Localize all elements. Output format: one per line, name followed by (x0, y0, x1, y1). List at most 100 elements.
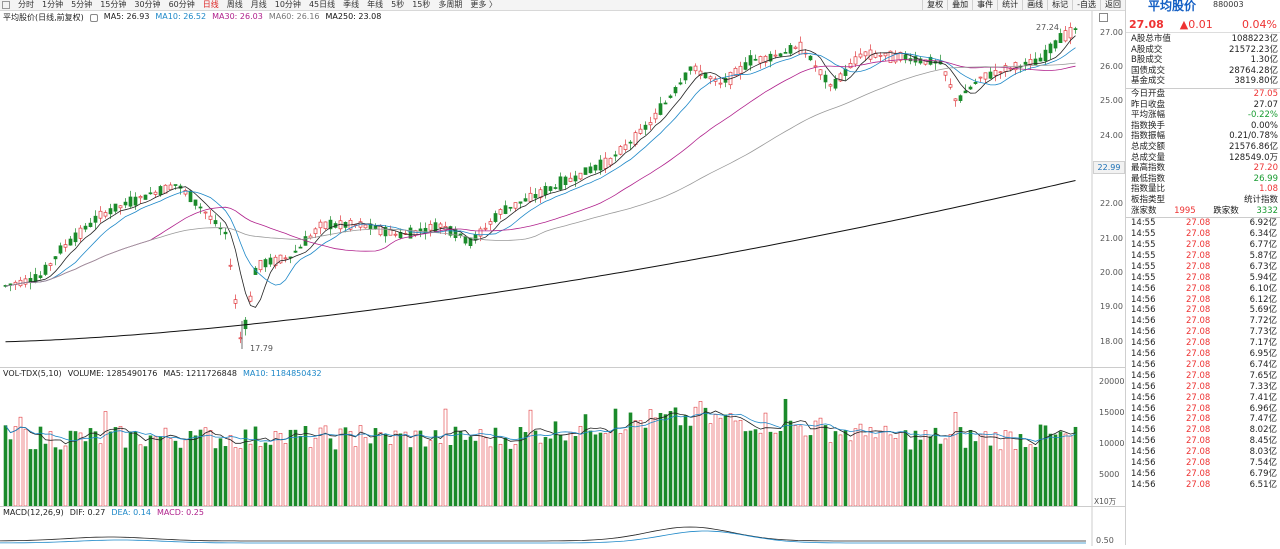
tick-amount: 5.87亿 (1249, 250, 1277, 261)
ma30-line (5, 59, 1076, 287)
candle-body (1048, 43, 1053, 54)
volume-bar (993, 432, 998, 507)
candle-body (93, 215, 98, 223)
period-toolbar: 分时 1分钟 5分钟 15分钟 30分钟 60分钟 日线 周线 月线 10分钟 45日线 季线 年线 5秒… (0, 0, 1125, 11)
candle-body (1073, 28, 1078, 30)
volume-bar (988, 445, 993, 507)
period-tab-3[interactable]: 15分钟 (100, 0, 127, 9)
toolbar-button-3[interactable]: 统计 (997, 0, 1022, 10)
up-count: 1995 (1174, 205, 1196, 216)
volume-bar (348, 431, 353, 507)
volume-bar (278, 433, 283, 507)
candle-body (698, 70, 703, 76)
period-tab-11[interactable]: 季线 (343, 0, 360, 9)
candle-body (708, 76, 713, 80)
volume-bar (788, 420, 793, 507)
toolbar-button-5[interactable]: 标记 (1047, 0, 1072, 10)
candle-body (668, 95, 673, 98)
price-tick-8: 19.00 (1100, 302, 1123, 311)
stat-value: 28764.28亿 (1228, 65, 1278, 76)
candle-body (618, 146, 623, 155)
macd-panel[interactable]: MACD(12,26,9) DIF: 0.27 DEA: 0.14 MACD: … (0, 506, 1125, 546)
period-tab-2[interactable]: 5分钟 (71, 0, 93, 9)
stat-row-a-2: B股成交 1.30亿 (1126, 55, 1280, 66)
period-tab-1[interactable]: 1分钟 (42, 0, 64, 9)
down-count: 3332 (1256, 205, 1278, 216)
volume-bar (88, 428, 93, 507)
period-tab-6[interactable]: 日线 (202, 0, 219, 9)
settings-icon[interactable] (89, 14, 98, 22)
price-tick-5: 22.00 (1100, 199, 1123, 208)
volume-bar (623, 429, 628, 507)
tick-price: 27.08 (1186, 414, 1211, 425)
candle-body (828, 84, 833, 87)
toolbar-button-4[interactable]: 画线 (1022, 0, 1047, 10)
candle-body (613, 154, 618, 157)
volume-bar (18, 416, 23, 507)
volume-bar (778, 430, 783, 507)
legend-ma60: MA60: 26.16 (268, 12, 320, 21)
period-tab-8[interactable]: 月线 (250, 0, 267, 9)
toolbar-button-0[interactable]: 复权 (922, 0, 947, 10)
volume-chart[interactable] (0, 368, 1125, 507)
tick-price: 27.08 (1186, 403, 1211, 414)
stat-value: 128549.0万 (1228, 152, 1278, 163)
tick-time: 14:56 (1131, 316, 1156, 327)
expand-icon[interactable] (1099, 13, 1108, 22)
stat-row-b-0: 今日开盘 27.05 (1126, 89, 1280, 100)
volume-panel[interactable]: VOL-TDX(5,10) VOLUME: 1285490176 MA5: 12… (0, 367, 1125, 507)
tick-price: 27.08 (1186, 294, 1211, 305)
tick-row: 14:56 27.08 6.95亿 (1126, 349, 1280, 360)
tick-amount: 5.94亿 (1249, 272, 1277, 283)
period-tab-9[interactable]: 10分钟 (274, 0, 301, 9)
tick-price: 27.08 (1186, 349, 1211, 359)
period-tab-0[interactable]: 分时 (18, 0, 34, 9)
volume-bar (518, 427, 523, 507)
volume-bar (683, 415, 688, 507)
volume-bar (408, 447, 413, 507)
ma10-line (5, 47, 1076, 287)
volume-bar (863, 435, 868, 507)
volume-bar (463, 439, 468, 507)
volume-bar (548, 438, 553, 507)
period-tab-10[interactable]: 45日线 (308, 0, 336, 9)
period-tab-7[interactable]: 周线 (226, 0, 243, 9)
candle-body (623, 144, 628, 150)
macd-chart[interactable] (0, 507, 1125, 546)
volume-bar (828, 442, 833, 507)
volume-bar (243, 429, 248, 507)
toolbar-button-1[interactable]: 叠加 (947, 0, 972, 10)
candle-body (578, 172, 583, 180)
volume-bar (503, 437, 508, 507)
period-tab-12[interactable]: 年线 (367, 0, 384, 9)
volume-bar (448, 445, 453, 507)
volume-bar (603, 433, 608, 507)
kline-chart[interactable] (0, 11, 1125, 367)
period-tab-4[interactable]: 30分钟 (134, 0, 161, 9)
toolbar-button-7[interactable]: 返回 (1100, 0, 1125, 10)
toolbar-grip-icon[interactable] (2, 1, 10, 9)
volume-bar (183, 439, 188, 507)
period-tab-14[interactable]: 15秒 (412, 0, 431, 9)
kline-panel[interactable]: 平均股价(日线,前复权) MA5: 26.93 MA10: 26.52 MA30… (0, 11, 1125, 367)
tick-row: 14:56 27.08 6.10亿 (1126, 284, 1280, 295)
tick-price: 27.08 (1186, 338, 1211, 349)
index-name: 平均股价 (1148, 0, 1197, 13)
period-tab-15[interactable]: 多周期 (438, 0, 463, 9)
candle-body (213, 220, 218, 225)
volume-bar (488, 446, 493, 507)
period-tab-13[interactable]: 5秒 (391, 0, 405, 9)
period-tab-5[interactable]: 60分钟 (168, 0, 195, 9)
stat-value: 0.00% (1250, 120, 1278, 131)
period-tab-16[interactable]: 更多 〉 (470, 0, 497, 9)
candle-body (643, 124, 648, 130)
candle-body (583, 167, 588, 175)
volume-bar (253, 426, 258, 507)
volume-bar (1018, 434, 1023, 507)
stat-label: 昨日收盘 (1131, 99, 1166, 110)
volume-bar (98, 443, 103, 507)
stat-label: A股成交 (1131, 44, 1163, 55)
tick-amount: 7.72亿 (1249, 316, 1277, 327)
toolbar-button-2[interactable]: 事件 (972, 0, 997, 10)
toolbar-button-6[interactable]: -自选 (1072, 0, 1100, 10)
